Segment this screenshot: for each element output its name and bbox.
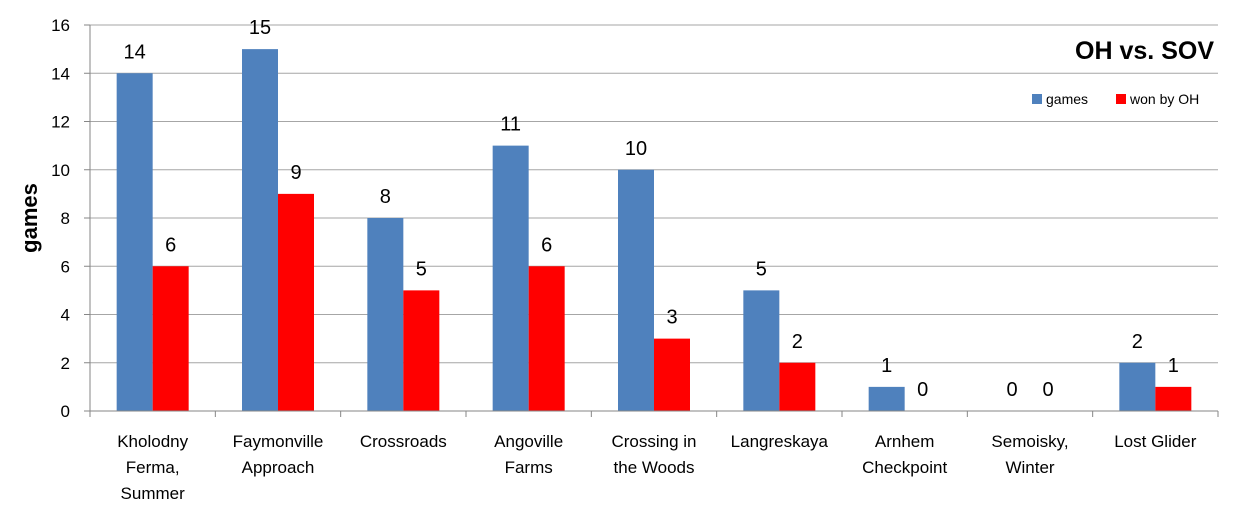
bar-games <box>492 145 529 411</box>
legend-swatch-games <box>1032 94 1042 104</box>
x-category-label-line: Summer <box>121 484 186 503</box>
data-label-won-by-oh: 9 <box>290 162 301 184</box>
legend-label-games: games <box>1046 91 1088 107</box>
x-category-label: Faymonville Approach <box>233 432 324 477</box>
bar-won-by-oh <box>654 338 690 411</box>
y-tick-label: 8 <box>61 209 70 228</box>
bar-games <box>868 386 905 411</box>
data-label-won-by-oh: 6 <box>541 234 552 256</box>
bar-won-by-oh <box>403 290 440 411</box>
bar-games <box>618 169 654 411</box>
bar-won-by-oh <box>779 362 816 411</box>
y-tick-label: 2 <box>61 354 70 373</box>
bar-won-by-oh <box>278 193 314 411</box>
data-label-games: 14 <box>124 41 146 63</box>
bars <box>116 49 1192 411</box>
x-category-label-line: Arnhem <box>875 432 935 451</box>
data-label-won-by-oh: 0 <box>917 379 928 401</box>
x-category-label-line: Kholodny <box>117 432 188 451</box>
x-category-label-line: Farms <box>505 458 553 477</box>
y-tick-label: 0 <box>61 402 70 421</box>
bar-won-by-oh <box>1155 386 1192 411</box>
data-label-games: 8 <box>380 186 391 208</box>
bar-games <box>1119 362 1156 411</box>
x-category-labels: Kholodny Ferma, Summer Faymonville Approach C… <box>117 432 1197 503</box>
x-category-label-line: Semoisky, <box>991 432 1068 451</box>
data-label-games: 11 <box>500 114 521 136</box>
x-category-label: Crossing in the Woods <box>611 432 696 477</box>
legend: games won by OH <box>1032 91 1199 107</box>
x-category-label: Angoville Farms <box>494 432 563 477</box>
data-label-games: 10 <box>625 138 647 160</box>
data-label-won-by-oh: 0 <box>1042 379 1053 401</box>
y-tick-label: 4 <box>61 306 70 325</box>
legend-swatch-won-by-oh <box>1116 94 1126 104</box>
x-category-label-line: Winter <box>1005 458 1054 477</box>
data-label-won-by-oh: 2 <box>792 331 803 353</box>
legend-label-won-by-oh: won by OH <box>1129 91 1199 107</box>
bar-games <box>743 290 780 411</box>
x-category-label-line: Langreskaya <box>731 432 829 451</box>
data-label-won-by-oh: 5 <box>416 258 427 280</box>
y-tick-label: 6 <box>61 257 70 276</box>
bar-games <box>116 73 153 411</box>
bar-won-by-oh <box>528 266 565 411</box>
x-category-label-line: Ferma, <box>126 458 180 477</box>
data-label-won-by-oh: 3 <box>666 307 677 329</box>
data-label-games: 15 <box>249 17 271 39</box>
data-label-games: 0 <box>1006 379 1017 401</box>
chart-title: OH vs. SOV <box>1075 37 1214 65</box>
y-tick-labels: 0 2 4 6 8 10 12 14 16 <box>51 16 70 421</box>
y-tick-label: 16 <box>51 16 70 35</box>
y-axis-label: games <box>17 183 42 253</box>
x-category-label: Langreskaya <box>731 432 829 451</box>
x-category-label-line: the Woods <box>614 458 695 477</box>
x-category-label-line: Approach <box>242 458 315 477</box>
x-category-label: Lost Glider <box>1114 432 1197 451</box>
data-label-won-by-oh: 1 <box>1168 355 1179 377</box>
data-label-games: 2 <box>1132 331 1143 353</box>
x-category-label: Semoisky, Winter <box>991 432 1068 477</box>
data-label-games: 5 <box>756 258 767 280</box>
y-tick-label: 12 <box>51 113 70 132</box>
x-category-label-line: Crossing in <box>611 432 696 451</box>
data-label-won-by-oh: 6 <box>165 234 176 256</box>
x-category-label-line: Crossroads <box>360 432 447 451</box>
axes <box>84 24 1219 417</box>
bar-games <box>367 218 404 411</box>
x-category-label-line: Faymonville <box>233 432 324 451</box>
bar-won-by-oh <box>152 266 189 411</box>
x-category-label: Kholodny Ferma, Summer <box>117 432 188 503</box>
x-category-label-line: Checkpoint <box>862 458 947 477</box>
x-category-label-line: Lost Glider <box>1114 432 1197 451</box>
x-category-label: Crossroads <box>360 432 447 451</box>
y-tick-label: 10 <box>51 161 70 180</box>
data-label-games: 1 <box>881 355 892 377</box>
x-category-label-line: Angoville <box>494 432 563 451</box>
x-category-label: Arnhem Checkpoint <box>862 432 947 477</box>
bar-games <box>242 49 278 411</box>
y-tick-label: 14 <box>51 64 70 83</box>
